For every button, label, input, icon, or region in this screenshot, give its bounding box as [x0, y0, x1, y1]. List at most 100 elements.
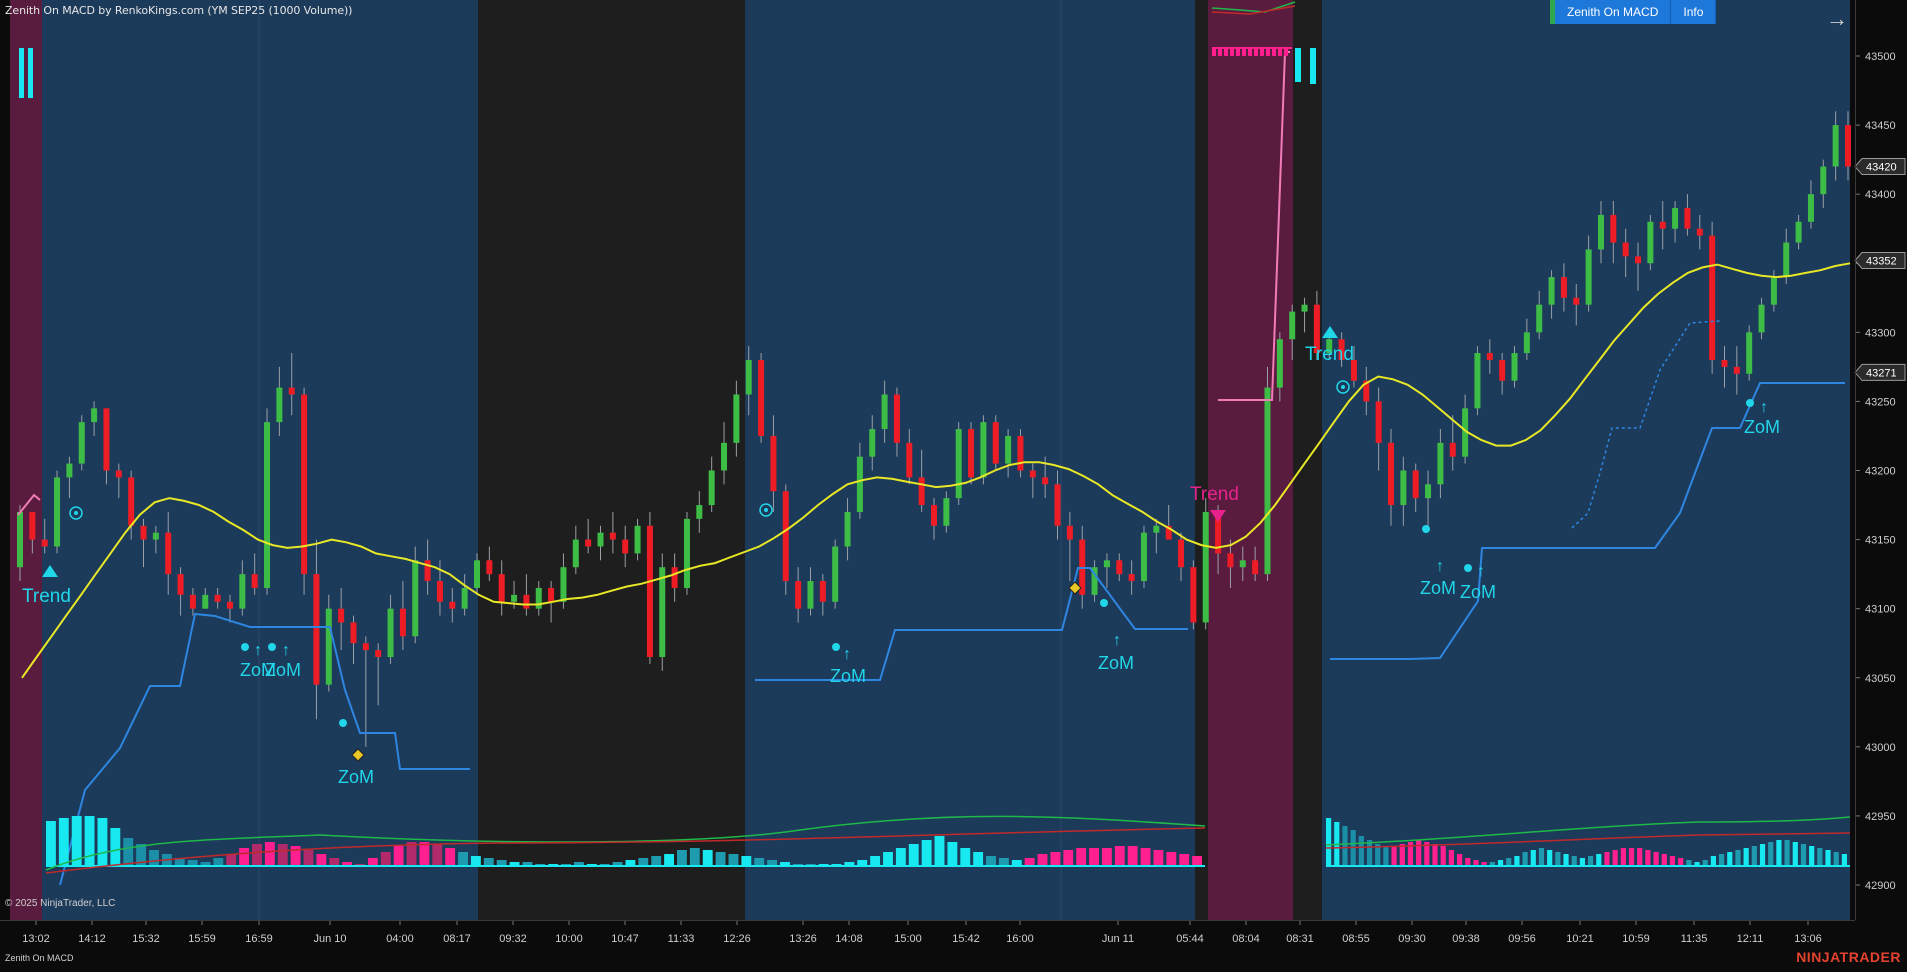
status-indicator	[1550, 0, 1555, 24]
histogram-bar	[1743, 848, 1749, 866]
histogram-bar	[1063, 850, 1074, 866]
candle-body	[856, 456, 863, 512]
price-tick-label: 43150	[1865, 535, 1896, 547]
candle-body	[1585, 249, 1592, 305]
histogram-bar	[1465, 858, 1471, 866]
time-tick-label: 08:04	[1232, 933, 1260, 945]
candle-body	[474, 560, 480, 588]
candle-body	[572, 539, 579, 568]
histogram-bar	[1448, 850, 1454, 866]
time-tick-label: 15:00	[894, 933, 922, 945]
trailing-stop-line	[59, 612, 470, 886]
candle-body	[66, 463, 73, 478]
candle-body	[1239, 560, 1246, 568]
arrow-right-icon[interactable]: →	[1826, 6, 1848, 31]
zenith-on-macd-button[interactable]: Zenith On MACD	[1555, 0, 1672, 24]
price-marker-box	[1854, 363, 1906, 381]
histogram-bar	[754, 858, 765, 866]
histogram-bar	[509, 862, 520, 866]
time-tick-label: 15:59	[188, 933, 216, 945]
candle-body	[1116, 560, 1123, 575]
histogram-bar	[264, 842, 275, 866]
candle-body	[1659, 221, 1666, 229]
candle-body	[1054, 484, 1061, 526]
circle-marker-core	[764, 508, 768, 512]
candle-body	[1301, 304, 1308, 312]
candle-body	[968, 429, 975, 478]
info-button[interactable]: Info	[1671, 0, 1717, 24]
time-tick-label: 14:08	[835, 933, 863, 945]
signal-dot	[1100, 599, 1108, 607]
zone-bar	[1284, 48, 1288, 56]
candle-body	[1252, 560, 1259, 575]
candle-body	[671, 567, 678, 588]
histogram-bar	[1391, 846, 1397, 866]
candle-body	[41, 539, 48, 547]
candle-body	[387, 608, 394, 658]
time-tick-label: 10:47	[611, 933, 639, 945]
price-marker-box	[1854, 251, 1906, 269]
histogram-bar	[1440, 846, 1446, 866]
candle-body	[152, 532, 159, 540]
histogram-bar	[1383, 846, 1389, 866]
histogram-bar	[1612, 850, 1618, 866]
histogram-bar	[883, 852, 893, 866]
price-marker-label: 43352	[1866, 255, 1897, 267]
candle-body	[1363, 380, 1370, 402]
histogram-bar	[1424, 842, 1430, 866]
histogram-bar	[393, 846, 404, 866]
candle-body	[1832, 125, 1839, 167]
histogram-bar	[1555, 852, 1561, 866]
time-tick-label: 15:32	[132, 933, 160, 945]
candle-body	[733, 394, 740, 443]
macd-signal-line	[1325, 832, 1851, 849]
trend-up-arrow	[42, 565, 58, 577]
signal-arrow: ↑	[254, 642, 262, 659]
candle-body	[819, 581, 826, 602]
time-tick-label: 13:26	[789, 933, 817, 945]
price-tick-label: 43450	[1865, 120, 1896, 132]
candle-body	[1733, 366, 1740, 374]
histogram-bar	[689, 848, 700, 866]
candle-body	[844, 511, 851, 547]
zone-bar	[1310, 48, 1316, 84]
candle-body	[585, 539, 592, 547]
candle-body	[893, 394, 900, 443]
histogram-bar	[1694, 862, 1700, 866]
candle-body	[721, 442, 728, 471]
time-tick-label: 08:31	[1286, 933, 1314, 945]
histogram-bar	[123, 838, 134, 866]
candle-body	[325, 608, 332, 685]
histogram-bar	[458, 852, 468, 866]
histogram-bar	[1833, 852, 1839, 866]
macd-histogram	[46, 816, 1850, 867]
histogram-bar	[1166, 852, 1177, 866]
zone-bar	[28, 48, 33, 98]
histogram-bar	[664, 854, 675, 866]
session-backgrounds	[10, 0, 1850, 920]
circle-marker	[759, 503, 773, 517]
time-tick-label: 09:56	[1508, 933, 1536, 945]
candle-body	[288, 387, 295, 395]
candle-body	[906, 442, 913, 478]
histogram-bar	[986, 856, 996, 866]
histogram-bar	[612, 862, 623, 866]
time-tick-label: 16:00	[1006, 933, 1034, 945]
candle-body	[609, 532, 616, 540]
histogram-bar	[496, 860, 507, 866]
candle-body	[1375, 401, 1382, 443]
candle-body	[251, 574, 258, 588]
candle-body	[177, 574, 184, 595]
candle-body	[1548, 277, 1555, 305]
candle-body	[1758, 304, 1765, 333]
histogram-bar	[1669, 856, 1676, 866]
zone-bar	[1212, 47, 1292, 49]
histogram-bar	[277, 844, 288, 866]
candle-body	[1721, 359, 1728, 367]
candle-body	[498, 574, 505, 602]
histogram-bar	[1538, 848, 1545, 866]
time-axis-divider	[0, 920, 1855, 921]
candle-body	[264, 422, 271, 588]
